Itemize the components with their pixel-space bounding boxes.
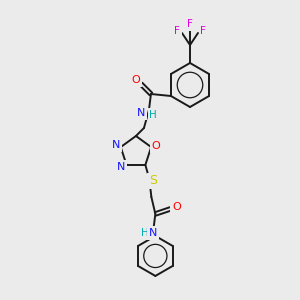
Text: O: O <box>152 141 161 151</box>
Text: N: N <box>149 228 158 238</box>
Text: N: N <box>112 140 120 150</box>
Text: H: H <box>149 110 157 120</box>
Text: N: N <box>117 162 126 172</box>
Text: F: F <box>174 26 180 36</box>
Text: F: F <box>200 26 206 36</box>
Text: O: O <box>132 75 140 85</box>
Text: N: N <box>137 108 145 118</box>
Text: O: O <box>172 202 181 212</box>
Text: H: H <box>142 228 149 238</box>
Text: S: S <box>149 174 158 188</box>
Text: F: F <box>187 19 193 29</box>
